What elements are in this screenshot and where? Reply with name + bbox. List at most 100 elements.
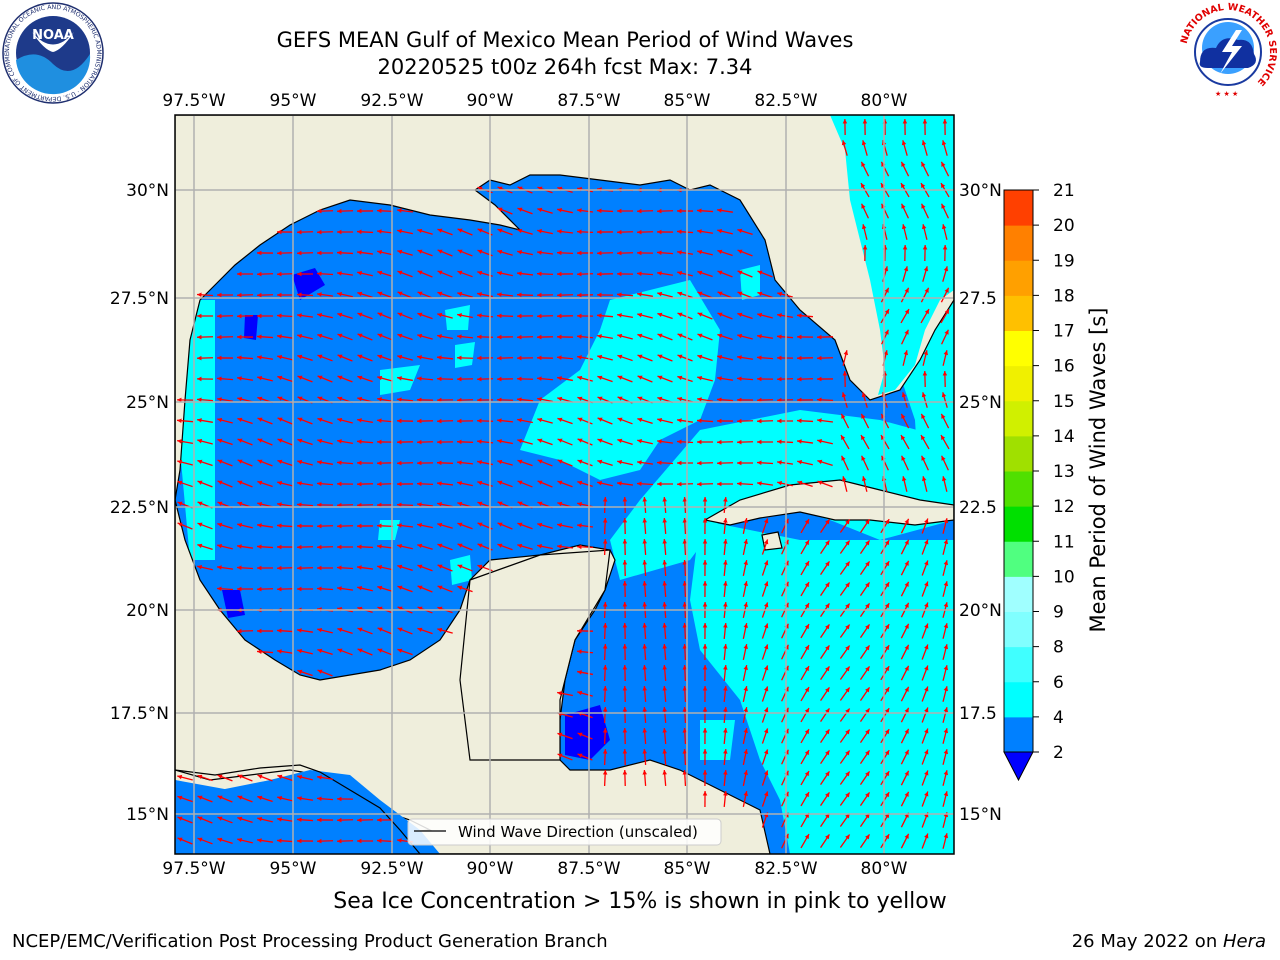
wave-direction-arrow	[697, 354, 713, 362]
wave-direction-arrow	[336, 544, 354, 550]
wave-direction-arrow	[336, 586, 354, 591]
wave-direction-arrow	[859, 540, 871, 554]
wave-direction-arrow	[816, 334, 834, 340]
wave-direction-arrow	[596, 271, 614, 277]
wave-direction-arrow	[622, 559, 628, 577]
wave-direction-arrow	[416, 502, 434, 507]
wave-direction-arrow	[622, 517, 628, 535]
wave-direction-arrow	[942, 118, 948, 136]
wave-direction-arrow	[576, 628, 594, 634]
wave-direction-arrow	[356, 817, 374, 823]
wave-direction-arrow	[622, 664, 628, 682]
wave-direction-arrow	[859, 624, 871, 638]
wave-direction-arrow	[597, 481, 613, 487]
wave-direction-arrow	[577, 438, 593, 446]
wave-direction-arrow	[437, 585, 453, 593]
wave-direction-arrow	[717, 333, 733, 341]
wave-direction-arrow	[636, 481, 654, 487]
wave-direction-arrow	[761, 560, 769, 576]
wave-direction-arrow	[496, 376, 514, 382]
wave-direction-arrow	[337, 292, 353, 298]
wave-direction-arrow	[742, 518, 748, 534]
wave-direction-arrow	[236, 586, 254, 592]
wave-direction-arrow	[861, 140, 868, 156]
colorbar-segment	[1004, 471, 1033, 507]
wave-direction-arrow	[296, 292, 314, 298]
wave-direction-arrow	[436, 481, 454, 486]
wave-direction-arrow	[761, 644, 769, 660]
wave-direction-arrow	[597, 334, 613, 340]
lon-tick-label-bottom: 95°W	[270, 859, 317, 879]
wave-direction-arrow	[816, 355, 834, 361]
wave-direction-arrow	[257, 459, 273, 467]
wave-direction-arrow	[377, 397, 393, 403]
wave-direction-arrow	[537, 544, 553, 550]
wave-direction-arrow	[636, 208, 654, 214]
wave-direction-arrow	[356, 208, 374, 214]
colorbar-segment	[1004, 506, 1033, 542]
wave-direction-arrow	[820, 686, 830, 702]
wave-direction-arrow	[416, 397, 434, 403]
wave-direction-arrow	[296, 250, 314, 256]
wave-direction-arrow	[642, 538, 647, 556]
wave-direction-arrow	[257, 417, 273, 425]
wave-direction-arrow	[761, 707, 769, 723]
wave-direction-arrow	[796, 355, 814, 361]
wave-direction-arrow	[622, 685, 628, 703]
wave-direction-arrow	[297, 354, 313, 362]
wave-direction-arrow	[576, 313, 594, 319]
wave-direction-arrow	[316, 481, 334, 486]
wave-direction-arrow	[237, 795, 253, 803]
wave-direction-arrow	[316, 838, 334, 844]
wave-direction-arrow	[437, 270, 453, 278]
lat-tick-label-right: 22.5	[959, 498, 997, 518]
wave-direction-arrow	[276, 271, 294, 277]
wave-direction-arrow	[717, 270, 733, 278]
wave-direction-arrow	[356, 565, 374, 570]
wave-direction-arrow	[901, 455, 909, 471]
lat-tick-label-right: 17.5	[959, 704, 997, 724]
wave-direction-arrow	[556, 271, 574, 277]
wave-direction-arrow	[880, 644, 890, 660]
wave-direction-arrow	[257, 375, 273, 382]
wave-direction-arrow	[921, 455, 929, 471]
wave-direction-arrow	[723, 790, 728, 808]
wave-direction-arrow	[820, 707, 830, 723]
wave-direction-arrow	[236, 313, 254, 319]
wave-direction-arrow	[276, 586, 294, 592]
wave-direction-arrow	[256, 334, 274, 340]
wave-direction-arrow	[796, 418, 814, 424]
lon-tick-label-bottom: 85°W	[664, 859, 711, 879]
wave-direction-arrow	[880, 308, 890, 324]
wave-direction-arrow	[396, 208, 414, 213]
wave-direction-arrow	[820, 665, 830, 681]
wave-direction-arrow	[940, 434, 950, 450]
colorbar-tick-label: 15	[1053, 392, 1075, 412]
wave-direction-arrow	[357, 586, 373, 592]
wave-direction-arrow	[922, 350, 929, 366]
wave-direction-arrow	[376, 817, 394, 823]
wave-direction-arrow	[880, 749, 890, 765]
wave-direction-arrow	[557, 480, 573, 488]
wave-direction-arrow	[839, 645, 851, 659]
wave-direction-arrow	[840, 434, 850, 450]
wave-direction-arrow	[723, 517, 728, 535]
wave-direction-arrow	[776, 418, 794, 424]
wave-direction-arrow	[902, 350, 909, 366]
wave-direction-arrow	[742, 644, 748, 660]
wave-direction-arrow	[637, 375, 653, 383]
wave-direction-arrow	[662, 580, 667, 598]
wave-direction-arrow	[256, 355, 274, 360]
wave-direction-arrow	[723, 706, 728, 724]
wave-direction-arrow	[296, 586, 314, 592]
latitude-labels-left: 30°N 27.5°N 25°N 22.5°N 20°N 17.5°N 15°N	[110, 181, 169, 825]
wave-direction-arrow	[396, 418, 414, 424]
wave-direction-arrow	[942, 623, 949, 639]
wave-direction-arrow	[677, 396, 693, 403]
wave-direction-arrow	[537, 459, 553, 467]
wave-direction-arrow	[256, 649, 274, 655]
wave-direction-arrow	[797, 480, 813, 487]
wave-direction-arrow	[800, 581, 810, 597]
wave-direction-arrow	[397, 229, 413, 235]
wave-direction-arrow	[941, 476, 948, 492]
